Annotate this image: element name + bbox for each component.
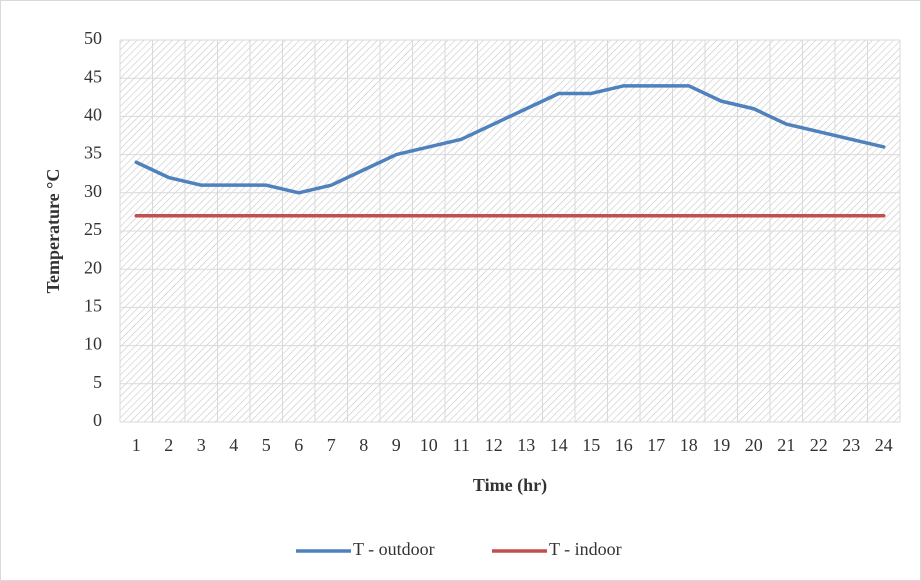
- x-tick-label: 15: [582, 435, 600, 455]
- x-tick-label: 16: [615, 435, 633, 455]
- y-tick-label: 30: [84, 181, 102, 201]
- x-tick-label: 12: [485, 435, 503, 455]
- x-tick-label: 22: [810, 435, 828, 455]
- y-tick-label: 50: [84, 28, 102, 48]
- legend-label: T - indoor: [549, 539, 622, 559]
- y-tick-label: 40: [84, 105, 102, 125]
- x-tick-label: 5: [262, 435, 271, 455]
- x-tick-label: 23: [842, 435, 860, 455]
- x-tick-label: 4: [229, 435, 238, 455]
- x-tick-label: 21: [777, 435, 795, 455]
- x-tick-label: 9: [392, 435, 401, 455]
- y-tick-label: 45: [84, 66, 102, 86]
- x-tick-label: 17: [647, 435, 665, 455]
- x-tick-label: 6: [294, 435, 303, 455]
- x-tick-label: 7: [327, 435, 336, 455]
- x-tick-label: 11: [453, 435, 470, 455]
- x-tick-label: 3: [197, 435, 206, 455]
- y-axis-title: Temperature °C: [43, 169, 63, 294]
- x-tick-label: 1: [132, 435, 141, 455]
- x-tick-label: 13: [517, 435, 535, 455]
- x-tick-label: 24: [875, 435, 893, 455]
- y-tick-label: 35: [84, 143, 102, 163]
- y-tick-label: 0: [93, 410, 102, 430]
- x-tick-label: 10: [420, 435, 438, 455]
- y-tick-label: 20: [84, 257, 102, 277]
- x-tick-label: 18: [680, 435, 698, 455]
- x-tick-label: 14: [550, 435, 568, 455]
- x-tick-label: 2: [164, 435, 173, 455]
- x-tick-label: 8: [359, 435, 368, 455]
- x-axis-title: Time (hr): [473, 475, 547, 496]
- x-tick-label: 20: [745, 435, 763, 455]
- legend-label: T - outdoor: [353, 539, 435, 559]
- y-tick-label: 10: [84, 334, 102, 354]
- x-tick-label: 19: [712, 435, 730, 455]
- y-tick-label: 5: [93, 372, 102, 392]
- y-tick-label: 15: [84, 296, 102, 316]
- data-line: [134, 84, 886, 195]
- y-tick-label: 25: [84, 219, 102, 239]
